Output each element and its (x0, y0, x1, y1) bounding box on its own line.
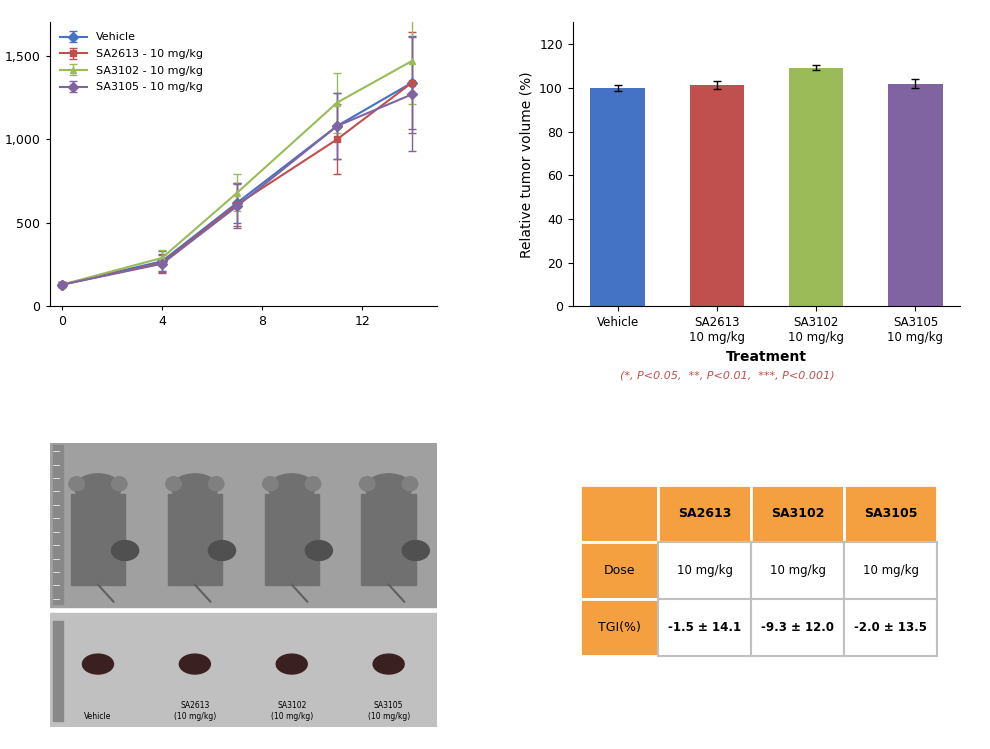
Bar (888, 84, 942, 306)
FancyBboxPatch shape (844, 598, 938, 655)
Ellipse shape (359, 476, 375, 491)
FancyBboxPatch shape (844, 485, 938, 542)
Text: TGI(%): TGI(%) (598, 621, 641, 634)
Ellipse shape (305, 476, 321, 491)
Ellipse shape (305, 541, 333, 560)
Ellipse shape (74, 474, 121, 503)
Ellipse shape (262, 476, 278, 491)
Text: SA2613: SA2613 (678, 507, 732, 520)
Text: SA3102: SA3102 (771, 507, 825, 520)
Text: 10 mg/kg: 10 mg/kg (676, 564, 733, 577)
FancyBboxPatch shape (751, 598, 844, 655)
Bar (53, 622, 63, 721)
Ellipse shape (402, 541, 430, 560)
Bar (590, 88, 644, 306)
Ellipse shape (82, 654, 114, 674)
Legend: Vehicle, SA2613 - 10 mg/kg, SA3102 - 10 mg/kg, SA3105 - 10 mg/kg: Vehicle, SA2613 - 10 mg/kg, SA3102 - 10 … (55, 28, 208, 97)
Ellipse shape (112, 541, 139, 560)
Bar (71, 494, 125, 584)
Ellipse shape (276, 654, 307, 674)
Text: SA3105
(10 mg/kg): SA3105 (10 mg/kg) (367, 702, 410, 721)
Ellipse shape (69, 476, 84, 491)
Ellipse shape (171, 474, 218, 503)
Ellipse shape (373, 654, 404, 674)
Text: SA3102
(10 mg/kg): SA3102 (10 mg/kg) (270, 702, 313, 721)
Text: Vehicle: Vehicle (84, 712, 112, 721)
Ellipse shape (179, 654, 210, 674)
Ellipse shape (112, 476, 127, 491)
FancyBboxPatch shape (751, 485, 844, 542)
Ellipse shape (268, 474, 315, 503)
FancyBboxPatch shape (658, 485, 751, 542)
Text: -9.3 ± 12.0: -9.3 ± 12.0 (761, 621, 834, 634)
FancyBboxPatch shape (658, 598, 751, 655)
Ellipse shape (209, 541, 236, 560)
Y-axis label: Relative tumor volume (%): Relative tumor volume (%) (520, 71, 534, 258)
Text: -2.0 ± 13.5: -2.0 ± 13.5 (854, 621, 927, 634)
Ellipse shape (365, 474, 412, 503)
Bar (361, 494, 416, 584)
Bar (690, 85, 744, 306)
Bar (53, 446, 63, 604)
Text: 10 mg/kg: 10 mg/kg (862, 564, 919, 577)
FancyBboxPatch shape (580, 598, 658, 655)
Bar (264, 494, 319, 584)
Ellipse shape (402, 476, 418, 491)
Bar (789, 67, 843, 306)
Bar (167, 494, 222, 584)
Text: (*, P<0.05,  **, P<0.01,  ***, P<0.001): (*, P<0.05, **, P<0.01, ***, P<0.001) (621, 371, 835, 380)
Text: SA3105: SA3105 (864, 507, 918, 520)
Text: SA2613
(10 mg/kg): SA2613 (10 mg/kg) (173, 702, 216, 721)
FancyBboxPatch shape (844, 542, 938, 598)
Ellipse shape (209, 476, 224, 491)
FancyBboxPatch shape (580, 485, 658, 542)
Bar (50, 443, 437, 607)
Text: -1.5 ± 14.1: -1.5 ± 14.1 (668, 621, 742, 634)
FancyBboxPatch shape (658, 542, 751, 598)
FancyBboxPatch shape (751, 542, 844, 598)
Ellipse shape (165, 476, 181, 491)
X-axis label: Treatment: Treatment (726, 350, 807, 364)
Text: Dose: Dose (604, 564, 635, 577)
FancyBboxPatch shape (580, 542, 658, 598)
Bar (50, 613, 437, 727)
Text: 10 mg/kg: 10 mg/kg (769, 564, 826, 577)
